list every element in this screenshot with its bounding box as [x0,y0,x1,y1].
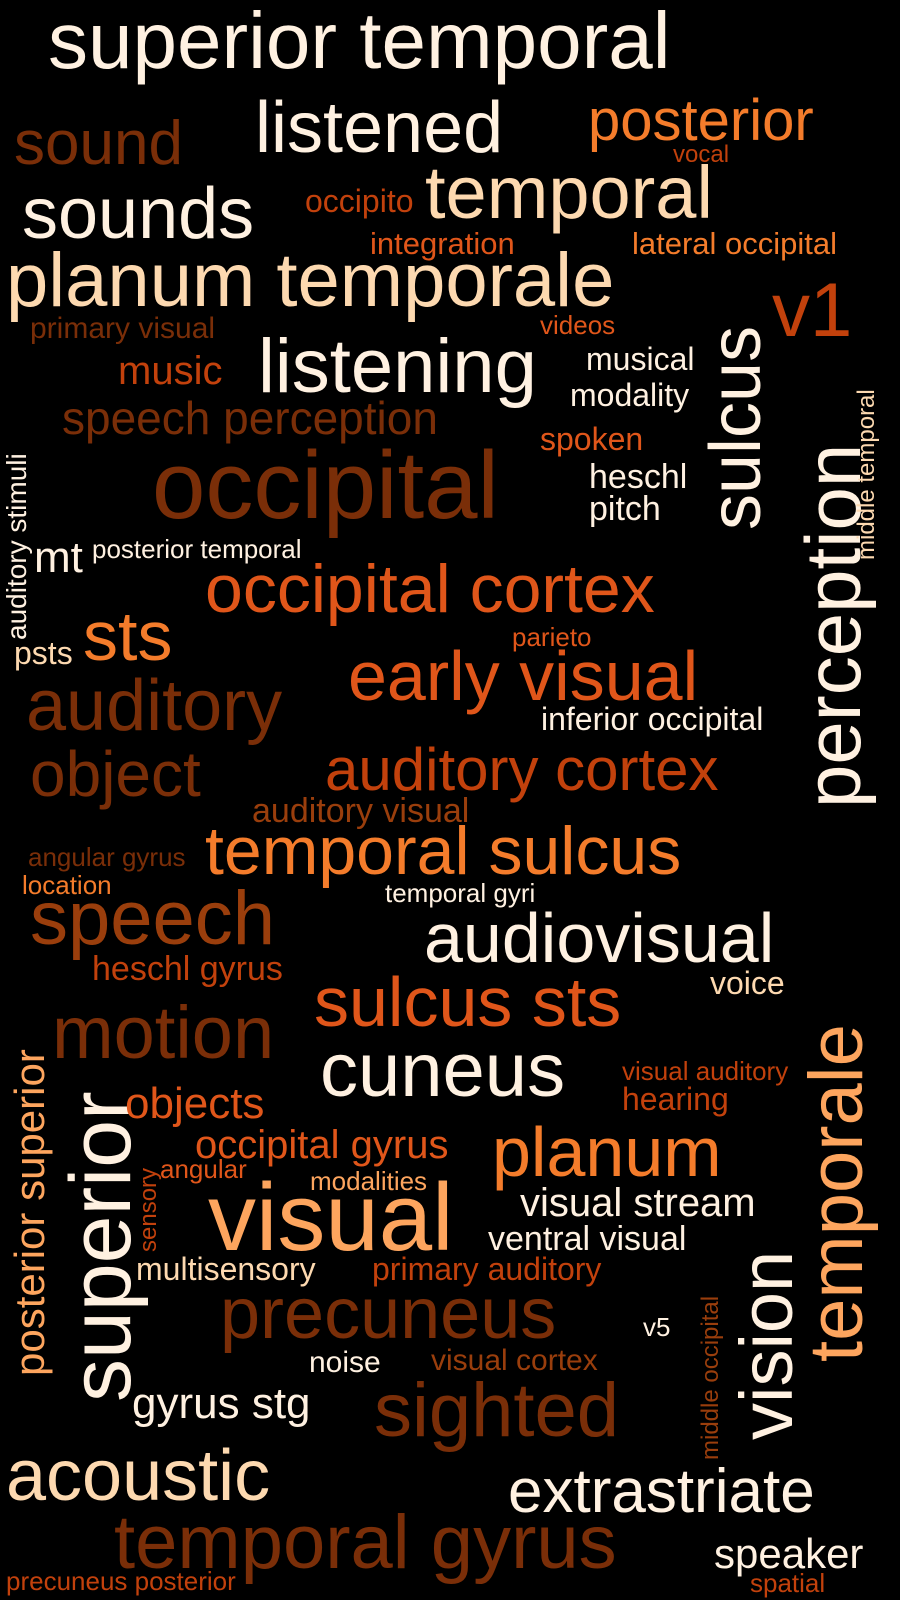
word-musical: musical [586,341,694,377]
word-spoken: spoken [540,421,643,457]
word-sound: sound [14,109,183,178]
word-noise: noise [309,1346,381,1379]
word-auditory-cortex: auditory cortex [325,736,719,803]
word-spatial: spatial [750,1568,825,1598]
word-ventral-visual: ventral visual [488,1220,686,1258]
word-vocal: vocal [673,141,729,168]
word-v5: v5 [643,1312,670,1342]
word-listened: listened [255,88,503,168]
word-occipito: occipito [305,183,414,219]
word-mt: mt [34,533,83,582]
word-heschl: heschl [589,458,687,496]
word-acoustic: acoustic [6,1436,270,1516]
word-objects: objects [125,1079,264,1128]
word-location: location [22,870,112,900]
word-auditory-visual: auditory visual [252,792,469,830]
word-visual-cortex: visual cortex [431,1344,598,1377]
word-posterior-temporal: posterior temporal [92,534,302,564]
word-perception: perception [789,444,877,808]
word-occipital: occipital [152,432,499,539]
word-middle-occipital: middle occipital [697,1296,724,1460]
word-parieto: parieto [512,622,592,652]
word-speaker: speaker [714,1530,863,1577]
word-angular-gyrus: angular gyrus [28,842,186,872]
word-motion: motion [52,991,274,1074]
word-planum-temporale: planum temporale [6,238,614,323]
word-extrastriate: extrastriate [508,1457,815,1526]
word-pitch: pitch [589,490,661,528]
word-visual-stream: visual stream [520,1181,756,1225]
word-superior: superior [53,1091,149,1402]
word-primary-auditory: primary auditory [372,1251,601,1287]
word-sensory: sensory [135,1168,162,1252]
word-early-visual: early visual [348,637,698,715]
word-precuneus-posterior: precuneus posterior [6,1566,236,1596]
word-speech: speech [30,876,275,961]
word-integration: integration [370,226,515,261]
word-middle-temporal: middle temporal [853,389,880,560]
word-posterior: posterior [588,88,814,153]
word-auditory-stimuli: auditory stimuli [1,453,32,640]
word-sulcus-sts: sulcus sts [314,963,621,1041]
word-gyrus-stg: gyrus stg [132,1379,311,1428]
word-temporale: temporale [794,1024,879,1362]
word-modality: modality [570,377,689,413]
word-temporal-gyrus: temporal gyrus [114,1500,617,1585]
word-primary-visual: primary visual [30,312,215,345]
word-listening: listening [258,324,537,409]
word-modalities: modalities [310,1166,427,1196]
word-planum: planum [492,1113,722,1191]
word-object: object [30,738,201,810]
word-heschl-gyrus: heschl gyrus [92,950,283,988]
word-angular: angular [160,1154,247,1184]
word-visual: visual [208,1164,453,1271]
word-v1: v1 [772,268,852,353]
word-videos: videos [540,310,615,340]
word-audiovisual: audiovisual [424,899,774,977]
word-occipital-gyrus: occipital gyrus [195,1123,448,1167]
word-posterior-superior: posterior superior [6,1049,53,1376]
word-superior-temporal: superior temporal [48,0,671,85]
word-speech-perception: speech perception [62,392,438,444]
word-auditory: auditory [26,666,282,746]
word-music: music [118,349,222,393]
word-lateral-occipital: lateral occipital [632,226,837,261]
word-sounds: sounds [22,174,254,254]
word-occipital-cortex: occipital cortex [205,551,655,627]
word-temporal: temporal [425,151,713,234]
word-inferior-occipital: inferior occipital [541,701,763,737]
word-visual-auditory: visual auditory [622,1056,788,1086]
word-sulcus: sulcus [696,326,776,530]
word-multisensory: multisensory [136,1251,316,1287]
word-precuneus: precuneus [220,1274,556,1354]
word-voice: voice [710,965,785,1001]
word-temporal-gyri: temporal gyri [385,878,535,908]
word-vision: vision [725,1251,808,1440]
word-cuneus: cuneus [320,1028,565,1113]
word-sighted: sighted [374,1368,619,1453]
word-temporal-sulcus: temporal sulcus [205,813,681,889]
word-hearing: hearing [622,1081,729,1117]
word-psts: psts [14,635,73,671]
word-sts: sts [83,597,172,675]
